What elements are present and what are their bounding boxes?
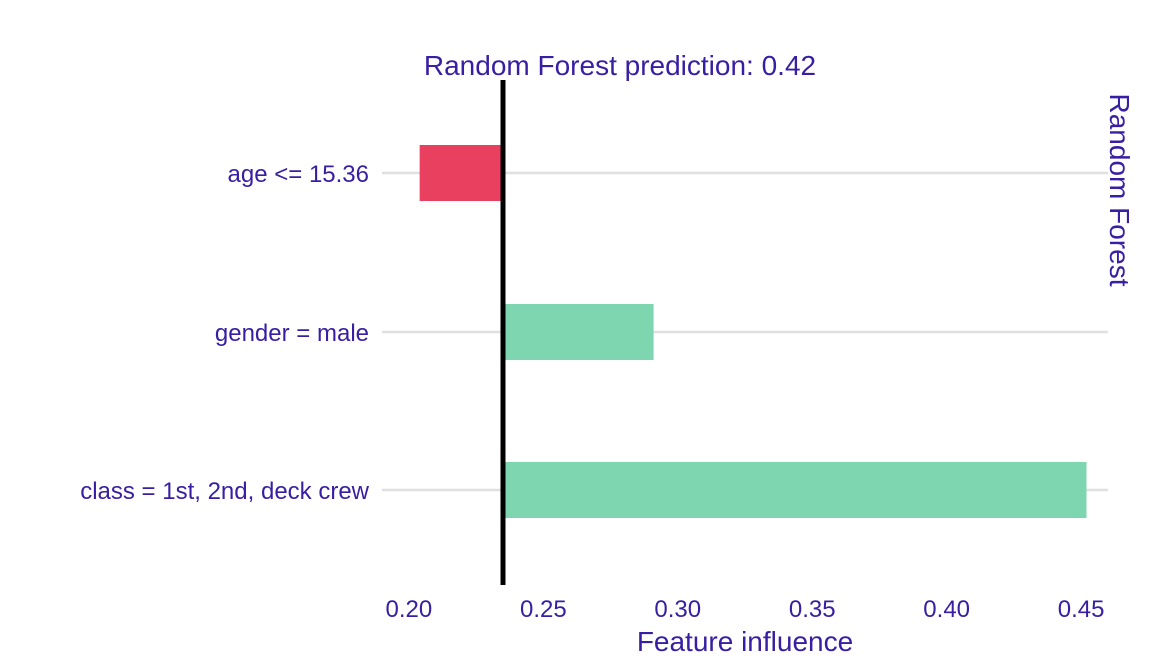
category-label: gender = male xyxy=(215,320,369,347)
x-axis-title: Feature influence xyxy=(637,626,853,657)
bar xyxy=(503,462,1087,518)
chart-title: Random Forest prediction: 0.42 xyxy=(424,50,816,81)
x-tick-label: 0.35 xyxy=(789,596,836,623)
category-label: class = 1st, 2nd, deck crew xyxy=(80,478,369,505)
category-label: age <= 15.36 xyxy=(228,161,369,188)
x-tick-label: 0.30 xyxy=(654,596,701,623)
x-tick-label: 0.40 xyxy=(923,596,970,623)
x-tick-label: 0.25 xyxy=(520,596,567,623)
x-tick-label: 0.20 xyxy=(386,596,433,623)
panel-label: Random Forest xyxy=(1104,94,1135,287)
x-axis-ticks: 0.20 0.25 0.30 0.35 0.40 0.45 xyxy=(386,596,1105,623)
bars xyxy=(419,145,1087,518)
grid-lines xyxy=(382,171,1108,492)
category-labels: age <= 15.36 gender = male class = 1st, 2n… xyxy=(80,161,369,505)
bar xyxy=(419,145,503,201)
x-tick-label: 0.45 xyxy=(1058,596,1105,623)
bar xyxy=(503,304,654,360)
